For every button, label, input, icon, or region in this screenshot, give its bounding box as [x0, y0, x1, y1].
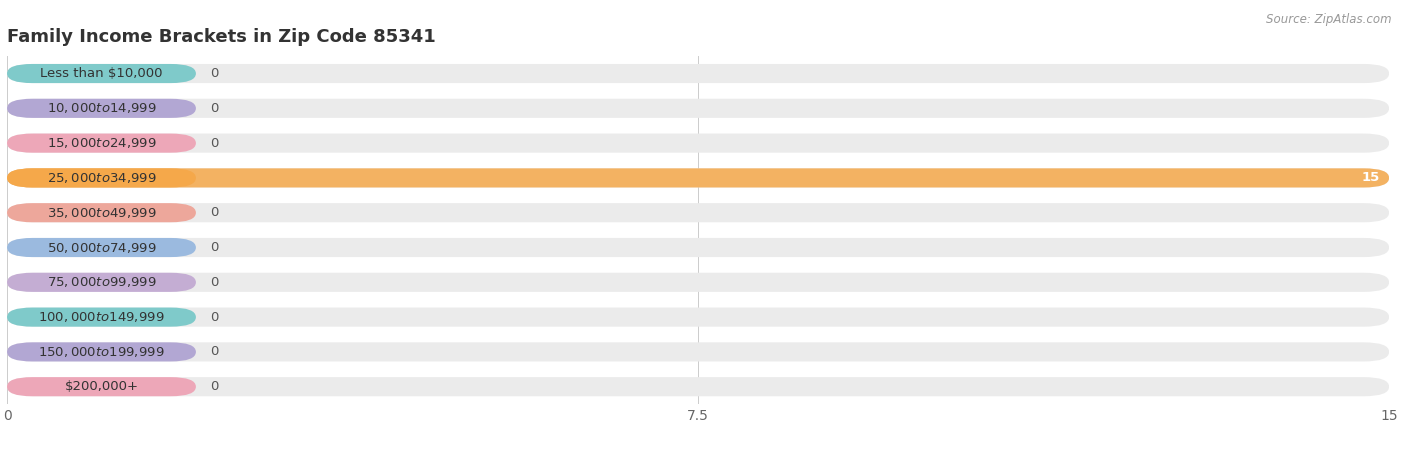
- Text: $75,000 to $99,999: $75,000 to $99,999: [46, 275, 156, 289]
- Text: 0: 0: [209, 311, 218, 324]
- FancyBboxPatch shape: [7, 273, 195, 292]
- Text: $15,000 to $24,999: $15,000 to $24,999: [46, 136, 156, 150]
- FancyBboxPatch shape: [7, 377, 195, 396]
- Text: 15: 15: [1361, 172, 1379, 185]
- Text: Less than $10,000: Less than $10,000: [41, 67, 163, 80]
- FancyBboxPatch shape: [7, 168, 1389, 188]
- FancyBboxPatch shape: [7, 168, 195, 188]
- FancyBboxPatch shape: [7, 308, 1389, 327]
- Text: $35,000 to $49,999: $35,000 to $49,999: [46, 206, 156, 220]
- FancyBboxPatch shape: [7, 238, 195, 257]
- FancyBboxPatch shape: [7, 99, 195, 118]
- FancyBboxPatch shape: [7, 203, 195, 222]
- Text: $25,000 to $34,999: $25,000 to $34,999: [46, 171, 156, 185]
- Text: 0: 0: [209, 241, 218, 254]
- Text: $150,000 to $199,999: $150,000 to $199,999: [38, 345, 165, 359]
- Text: 0: 0: [209, 345, 218, 358]
- Text: Source: ZipAtlas.com: Source: ZipAtlas.com: [1267, 13, 1392, 26]
- FancyBboxPatch shape: [7, 64, 1389, 83]
- Text: $200,000+: $200,000+: [65, 380, 138, 393]
- Text: 0: 0: [209, 206, 218, 219]
- FancyBboxPatch shape: [7, 168, 1389, 188]
- FancyBboxPatch shape: [7, 99, 1389, 118]
- Text: $50,000 to $74,999: $50,000 to $74,999: [46, 241, 156, 255]
- Text: $100,000 to $149,999: $100,000 to $149,999: [38, 310, 165, 324]
- FancyBboxPatch shape: [7, 342, 195, 361]
- Text: 0: 0: [209, 380, 218, 393]
- Text: 0: 0: [209, 276, 218, 289]
- FancyBboxPatch shape: [7, 273, 1389, 292]
- FancyBboxPatch shape: [7, 308, 195, 327]
- Text: Family Income Brackets in Zip Code 85341: Family Income Brackets in Zip Code 85341: [7, 28, 436, 46]
- FancyBboxPatch shape: [7, 203, 1389, 222]
- FancyBboxPatch shape: [7, 133, 1389, 153]
- FancyBboxPatch shape: [7, 238, 1389, 257]
- Text: $10,000 to $14,999: $10,000 to $14,999: [46, 101, 156, 115]
- Text: 0: 0: [209, 102, 218, 115]
- FancyBboxPatch shape: [7, 377, 1389, 396]
- Text: 0: 0: [209, 136, 218, 150]
- FancyBboxPatch shape: [7, 133, 195, 153]
- FancyBboxPatch shape: [7, 342, 1389, 361]
- FancyBboxPatch shape: [7, 64, 195, 83]
- Text: 0: 0: [209, 67, 218, 80]
